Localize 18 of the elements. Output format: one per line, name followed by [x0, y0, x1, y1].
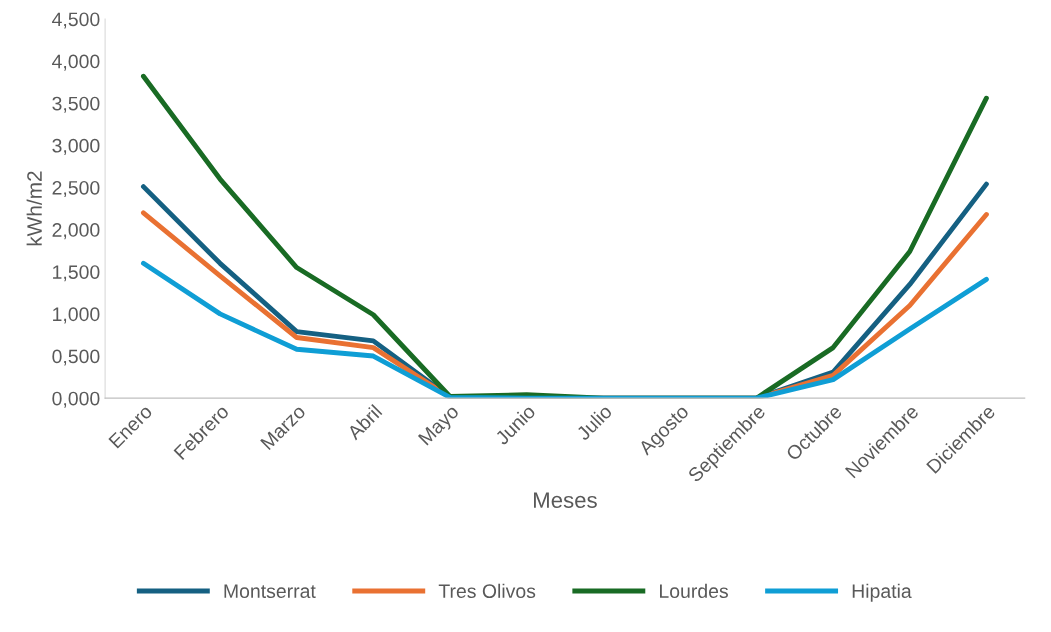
y-tick-label: 0,000 [52, 391, 100, 408]
y-tick-label: 3,000 [52, 138, 100, 155]
y-tick-label: 1,500 [53, 265, 100, 282]
legend-label: Montserrat [224, 584, 316, 599]
y-tick-label: 0,500 [52, 349, 100, 366]
line-series [140, 260, 989, 399]
x-axis-title: Meses [534, 492, 597, 509]
y-tick-label: 4,000 [52, 54, 100, 71]
x-tick-label: Julio [575, 403, 613, 442]
y-tick-label: 2,000 [52, 223, 100, 240]
legend-label: Tres Olivos [438, 583, 536, 599]
y-tick-label: 1,000 [53, 307, 100, 324]
y-tick-label: 3,500 [52, 96, 100, 113]
y-tick-label: 4,500 [52, 12, 100, 29]
y-tick-label: 2,500 [52, 180, 100, 198]
legend-label: Lourdes [660, 583, 728, 599]
y-axis-title: kWh/m2 [26, 171, 42, 246]
legend-label: Hipatia [852, 583, 912, 602]
